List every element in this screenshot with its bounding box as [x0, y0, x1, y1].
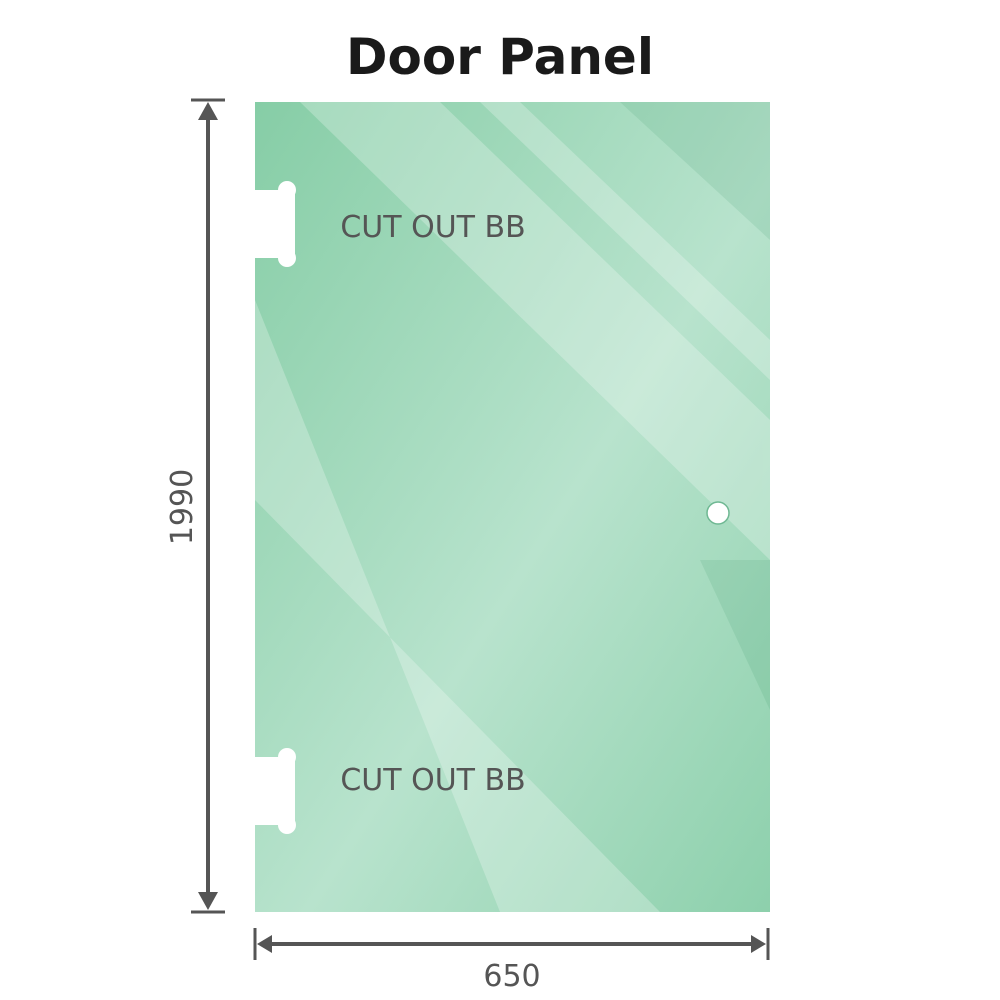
cutout-bottom-label: CUT OUT BB	[340, 763, 525, 798]
width-label: 650	[483, 959, 540, 994]
cutout-top-label: CUT OUT BB	[340, 210, 525, 245]
width-dimension	[253, 928, 770, 960]
height-label: 1990	[165, 469, 200, 545]
handle-hole	[706, 501, 730, 525]
glass-panel	[255, 102, 770, 912]
height-dimension	[191, 98, 225, 914]
diagram-title: Door Panel	[346, 28, 654, 86]
